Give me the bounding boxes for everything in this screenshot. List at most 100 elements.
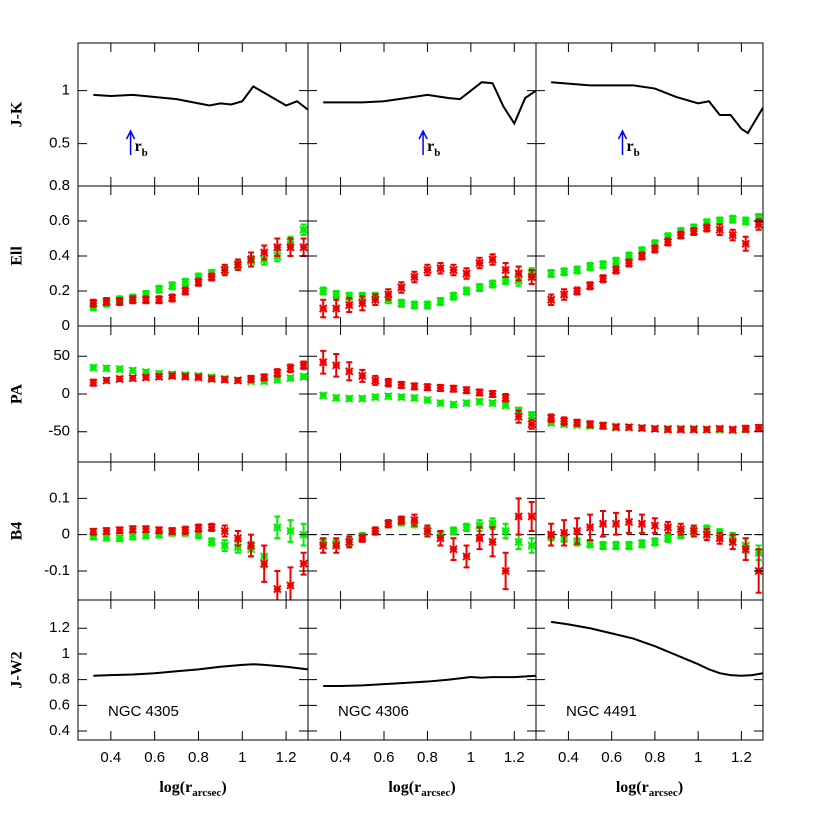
rb-label-sub: b [634,147,640,159]
error-point [559,267,569,277]
error-point [663,520,673,534]
error-point [154,284,164,294]
plot-area [93,663,308,677]
error-point [663,533,673,543]
y-axis-label: J-K [9,101,26,127]
error-point [754,423,763,433]
error-point [475,397,484,406]
error-point [663,425,673,434]
error-point [318,391,328,400]
x-tick-label: 1.2 [276,749,297,766]
error-point [299,360,308,371]
error-point [475,256,484,270]
rb-label-main: r [626,138,633,155]
error-point [358,533,367,543]
error-point [128,366,137,375]
error-point [585,420,595,429]
x-axis-label-close: ) [450,779,455,796]
error-point [624,258,634,268]
y-tick-label: 50 [53,347,70,364]
y-tick-label: 1 [62,645,70,662]
error-point [89,298,98,308]
error-point [475,526,484,551]
error-point [423,524,432,538]
error-point [598,260,608,270]
error-point [462,286,471,296]
panel: rb [535,42,764,187]
error-point [436,530,445,547]
error-point [410,270,419,284]
x-axis-label: log(rarcsec) [616,779,683,799]
error-point [286,363,295,374]
error-point [598,510,608,538]
error-point [345,361,354,382]
frame [307,42,537,187]
rb-arrow [617,129,628,155]
panel [307,185,537,327]
x-tick-label: 1.2 [731,749,752,766]
error-point [598,274,608,284]
error-point [663,237,673,247]
error-point [715,531,724,545]
error-point [514,409,523,424]
error-point [332,393,341,402]
error-point [501,393,510,403]
error-point [167,371,177,381]
error-point [423,382,432,392]
frame [77,461,309,601]
x-tick-label: 0.6 [144,749,165,766]
panel: 0.4 0.6 0.8 1 1.2 0.4 0.6 0.8 1 1.2 J-W2 log(rarcse… [9,599,309,799]
error-point [728,214,737,224]
error-point [702,425,711,434]
plot-area [89,360,308,387]
error-point [299,551,308,576]
error-point [181,277,190,287]
error-point [397,515,406,525]
x-tick-label: 0.6 [374,749,395,766]
error-point [233,376,243,385]
frame [307,185,537,327]
error-point [220,539,229,552]
error-point [462,522,471,532]
frame [535,185,764,327]
error-point [449,537,458,562]
panel: -50 0 50 PA [9,325,309,463]
panel: -0.1 0 0.1 B4 [9,461,309,601]
error-point [559,416,569,426]
error-point [598,540,608,551]
error-point [728,425,737,434]
rb-label: rb [626,138,639,159]
error-point [207,537,216,547]
error-point [89,378,98,387]
error-point [115,534,124,543]
error-point [194,523,203,533]
error-point [650,537,660,547]
error-point [572,517,582,545]
error-point [299,223,308,236]
error-point [318,349,328,375]
error-point [332,352,341,378]
x-tick-label: 0.8 [417,749,438,766]
galaxy-name: NGC 4305 [108,703,179,720]
error-point [167,293,177,303]
error-point [410,382,419,391]
profile-line [93,85,308,111]
error-point [371,293,380,306]
error-point [115,374,124,384]
error-point [167,281,177,291]
error-point [488,253,497,266]
error-point [299,372,308,381]
error-point [546,522,556,547]
profile-line [550,620,763,677]
y-tick-label: 0.1 [49,489,70,506]
error-point [194,277,203,287]
frame [77,42,309,187]
error-point [436,383,445,393]
error-point [702,223,711,233]
error-point [102,376,111,385]
error-point [154,295,164,305]
panel [307,461,537,601]
error-point [611,423,621,432]
error-point [676,522,686,536]
error-point [501,401,510,410]
